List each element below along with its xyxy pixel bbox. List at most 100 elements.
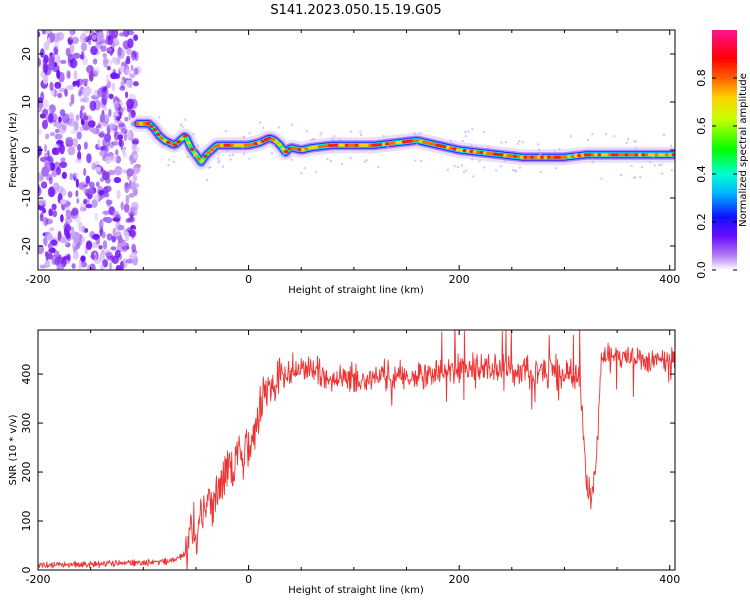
ridge-core-dot [610,153,616,157]
ridge-core-dot [300,148,306,152]
ridge-scatter-dot [415,143,418,146]
noise-speckle [92,58,98,65]
noise-speckle [49,132,56,137]
noise-speckle [115,155,122,164]
snr-y-axis-label: SNR (10 * v/v) [8,414,19,485]
noise-speckle [115,265,122,270]
ridge-scatter-dot [229,158,232,161]
ridge-core-dot [553,155,558,159]
noise-speckle [126,104,131,113]
ridge-scatter-dot [613,135,616,138]
ridge-scatter-dot [207,166,210,169]
ridge-scatter-dot [600,177,603,180]
noise-speckle [121,258,128,269]
noise-speckle [124,231,130,242]
x-tick-label: 0 [245,573,252,586]
ridge-core-dot [378,143,383,147]
ridge-scatter-dot [641,166,643,169]
ridge-scatter-dot [662,133,665,136]
noise-speckle [69,172,74,181]
noise-speckle [120,128,128,134]
ridge-core-dot [469,149,474,153]
ridge-core-dot [290,146,296,150]
y-tick-label: -10 [20,189,33,207]
ridge-core-dot [398,140,403,144]
noise-speckle [85,203,93,209]
ridge-core-dot [152,128,158,132]
ridge-scatter-dot [660,163,663,166]
ridge-scatter-dot [460,164,463,167]
noise-speckle [114,165,123,176]
ridge-scatter-dot [192,133,195,136]
ridge-scatter-dot [630,164,633,167]
y-tick-label: 200 [20,462,33,483]
noise-speckle [94,160,100,166]
noise-speckle [38,128,43,136]
ridge-scatter-dot [377,166,380,168]
noise-speckle [83,167,87,177]
ridge-core-dot [253,141,259,146]
spectrogram-axes: -200 0 200 400 -20 -10 0 10 20 [20,29,680,286]
noise-speckle [95,166,102,172]
noise-speckle [78,261,82,270]
ridge-core-dot [341,143,346,147]
ridge-core-dot [236,143,242,147]
ridge-scatter-dot [331,150,334,153]
noise-speckle [80,50,85,61]
noise-speckle [70,129,78,135]
ridge-core-dot [671,153,675,157]
noise-speckle [72,81,77,87]
noise-speckle [95,237,101,245]
ridge-scatter-dot [186,156,189,158]
noise-speckle [134,205,138,216]
noise-speckle [80,202,85,213]
noise-speckle [38,101,44,109]
ridge-core-dot [604,153,609,157]
noise-speckle [92,127,101,134]
noise-speckle [110,246,117,251]
noise-speckle [44,64,52,76]
noise-speckle [43,236,48,247]
ridge-core-dot [156,132,161,136]
ridge-core-dot [391,141,397,145]
snr-x-axis-label: Height of straight line (km) [288,585,424,596]
ridge-scatter-dot [300,172,303,175]
ridge-core-dot [573,154,579,158]
ridge-scatter-dot [487,146,490,149]
noise-speckle [51,203,57,211]
noise-speckle [87,34,92,46]
noise-speckle [91,162,96,171]
ridge-scatter-dot [184,118,187,121]
noise-speckle [68,102,73,107]
ridge-core-dot [294,147,299,151]
noise-speckle [90,45,98,56]
noise-speckle [49,81,54,91]
ridge-core-dot [233,143,238,147]
noise-speckle [67,118,76,127]
ridge-core-dot [506,154,511,158]
ridge-core-dot [590,153,596,157]
ridge-scatter-dot [190,135,192,138]
noise-speckle [69,43,75,54]
x-tick-label: -200 [26,273,51,286]
noise-speckle [44,259,51,268]
ridge-scatter-dot [639,176,642,178]
noise-speckle [66,136,74,146]
noise-speckle [55,133,63,140]
noise-speckle [44,144,48,153]
ridge-scatter-dot [478,160,481,163]
ridge-scatter-dot [339,138,342,140]
noise-speckle [102,240,108,250]
noise-speckle [112,227,117,237]
noise-speckle [48,247,53,257]
noise-speckle [38,145,42,156]
ridge-scatter-dot [168,158,171,161]
ridge-core-dot [334,143,339,147]
ridge-core-dot [172,143,178,147]
ridge-scatter-dot [539,171,542,173]
ridge-scatter-dot [456,166,459,168]
ridge-scatter-dot [315,170,318,173]
ridge-scatter-dot [591,161,594,164]
noise-speckle [126,168,135,177]
noise-speckle [53,143,61,149]
